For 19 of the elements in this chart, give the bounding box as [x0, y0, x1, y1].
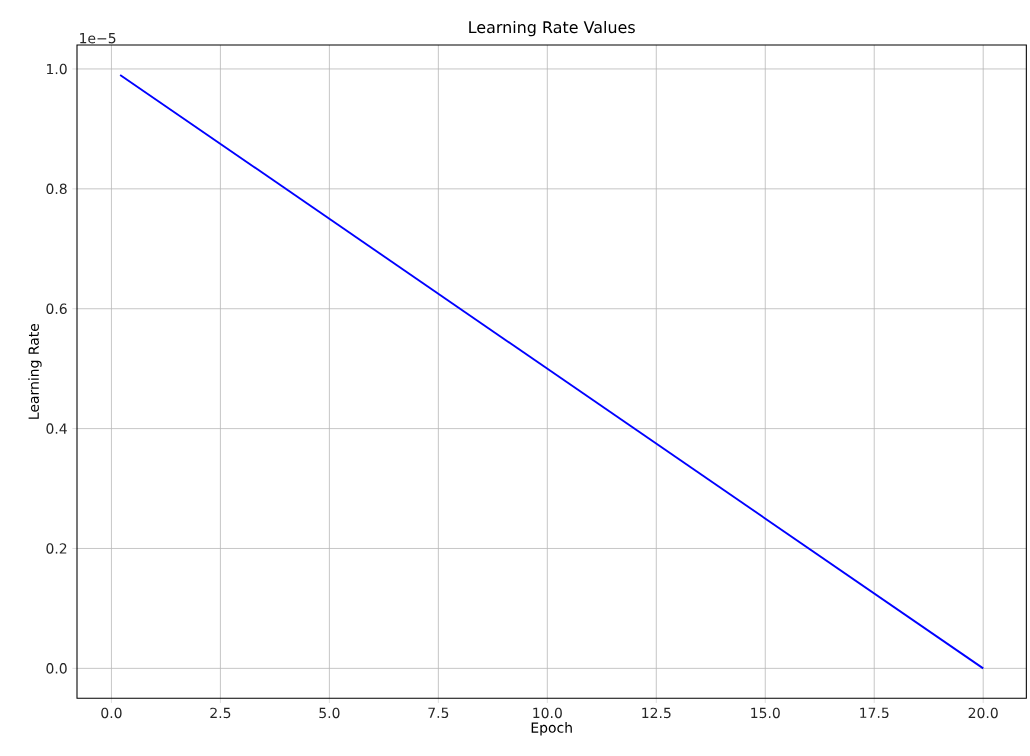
- x-axis-title: Epoch: [531, 722, 572, 736]
- x-tick-label: 0.0: [101, 707, 122, 719]
- y-tick-label: 0.0: [46, 663, 67, 674]
- x-tick-label: 15.0: [751, 707, 780, 719]
- x-tick-label: 2.5: [210, 707, 231, 719]
- y-tick-label: 0.2: [46, 543, 67, 554]
- x-tick-label: 5.0: [319, 707, 340, 719]
- y-tick-label: 0.4: [46, 423, 67, 434]
- y-tick-label: 1.0: [47, 63, 67, 75]
- y-axis-title: Learning Rate: [28, 323, 42, 419]
- y-tick-label: 0.6: [46, 303, 67, 314]
- x-tick-label: 20.0: [968, 707, 998, 719]
- y-tick-label: 0.8: [46, 183, 67, 195]
- x-tick-label: 17.5: [860, 707, 889, 719]
- text: 1e−5: [80, 33, 116, 44]
- x-tick-label: 10.0: [533, 707, 562, 719]
- chart-title: Learning Rate Values: [469, 20, 635, 37]
- x-tick-label: 7.5: [428, 707, 449, 719]
- x-tick-label: 12.5: [642, 707, 671, 719]
